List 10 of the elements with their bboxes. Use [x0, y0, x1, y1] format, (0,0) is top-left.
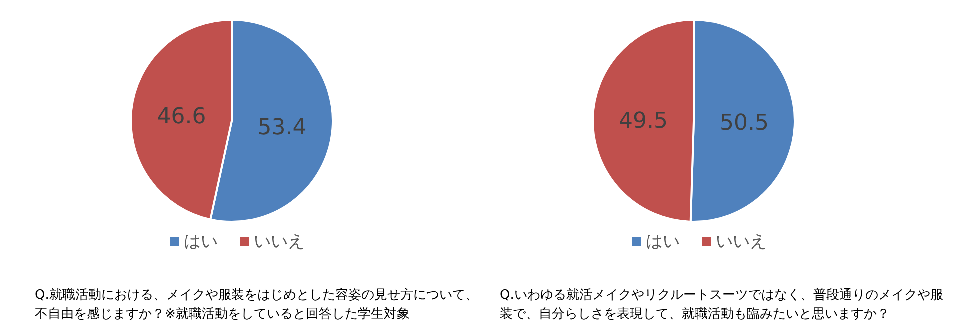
- data-label: 46.6: [157, 104, 206, 130]
- legend-label: はい: [646, 232, 680, 252]
- data-label: 50.5: [720, 110, 769, 136]
- legend-label: はい: [184, 232, 218, 252]
- data-label: 53.4: [258, 115, 307, 140]
- data-label: 49.5: [619, 109, 668, 134]
- text: Q.就職活動における、メイクや服装をはじめとした容姿の見せ方について、不自由を感じますか？※就職活動をしていると回答した学生対象: [35, 287, 480, 324]
- legend-label: いいえ: [716, 232, 767, 252]
- text: Q.いわゆる就活メイクやリクルートスーツではなく、普段通りのメイクや服装で、自分らしさを表現して、就職活動も臨みたいと思いますか？: [500, 286, 944, 324]
- legend-label: いいえ: [254, 232, 305, 252]
